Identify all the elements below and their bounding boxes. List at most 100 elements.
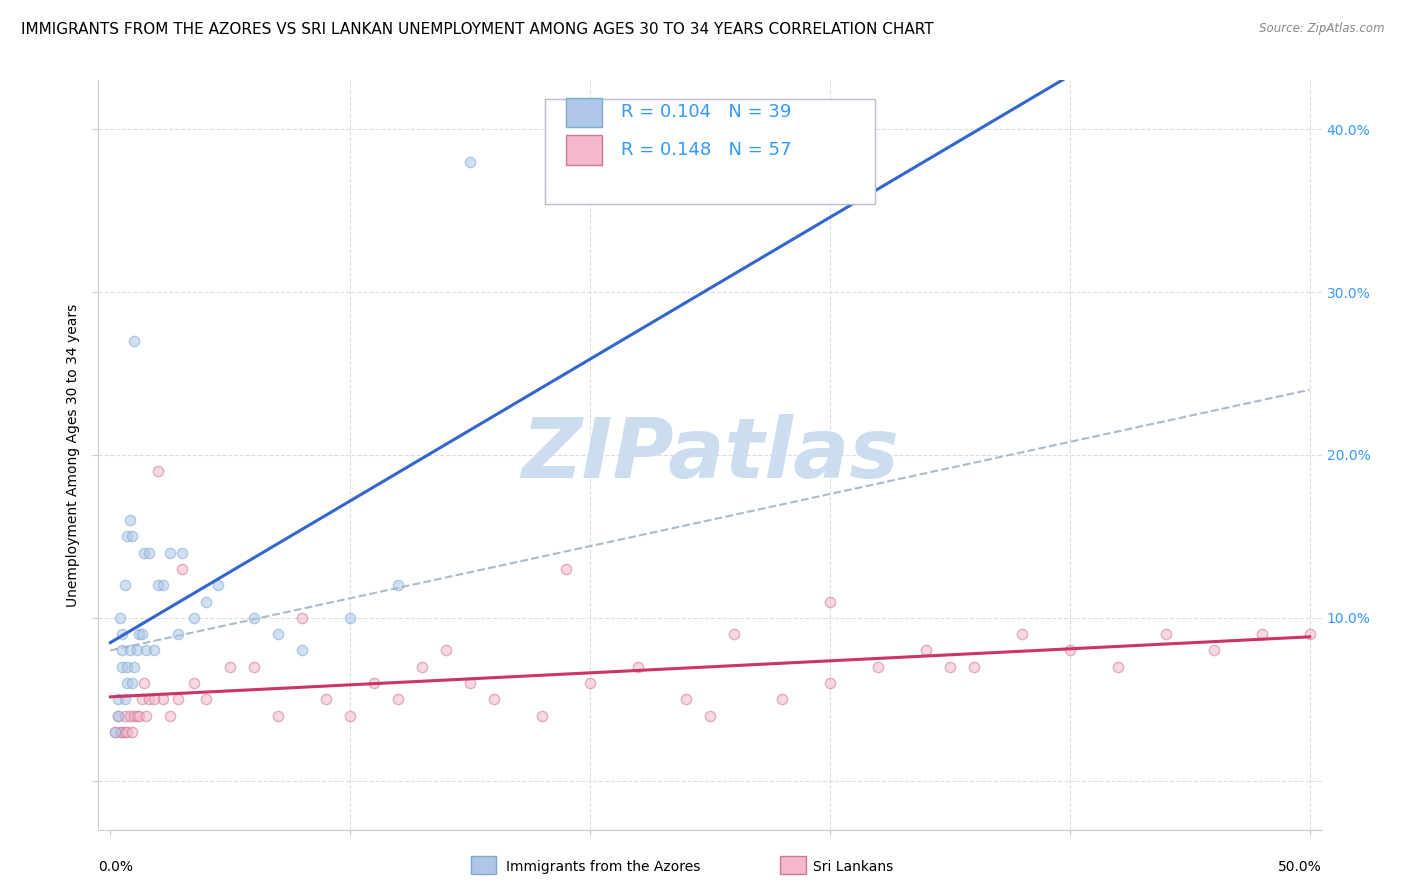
Point: [315, 692, 337, 706]
Point: [118, 643, 141, 657]
Point: [675, 692, 697, 706]
Point: [111, 627, 134, 641]
Point: [699, 708, 721, 723]
Point: [172, 546, 194, 560]
Point: [387, 692, 409, 706]
Text: IMMIGRANTS FROM THE AZORES VS SRI LANKAN UNEMPLOYMENT AMONG AGES 30 TO 34 YEARS : IMMIGRANTS FROM THE AZORES VS SRI LANKAN…: [21, 22, 934, 37]
Point: [531, 708, 554, 723]
Point: [458, 154, 481, 169]
Point: [172, 562, 194, 576]
Point: [107, 692, 129, 706]
Point: [183, 611, 205, 625]
Point: [1154, 627, 1177, 641]
Point: [152, 578, 174, 592]
Text: 0.0%: 0.0%: [98, 860, 134, 873]
Point: [555, 562, 578, 576]
Point: [108, 724, 131, 739]
Point: [627, 659, 650, 673]
Point: [963, 659, 986, 673]
Point: [434, 643, 457, 657]
Point: [107, 708, 129, 723]
Point: [183, 676, 205, 690]
Point: [124, 708, 146, 723]
Point: [131, 692, 153, 706]
Point: [142, 643, 165, 657]
Point: [219, 659, 242, 673]
Point: [291, 611, 314, 625]
Point: [152, 692, 174, 706]
Point: [124, 334, 146, 348]
Point: [458, 676, 481, 690]
Point: [148, 578, 170, 592]
Text: ZIPatlas: ZIPatlas: [522, 415, 898, 495]
Text: Source: ZipAtlas.com: Source: ZipAtlas.com: [1260, 22, 1385, 36]
Point: [339, 708, 361, 723]
Point: [207, 578, 229, 592]
Point: [1011, 627, 1033, 641]
Point: [121, 724, 143, 739]
Point: [128, 708, 150, 723]
Point: [118, 513, 141, 527]
Point: [267, 708, 290, 723]
Point: [1298, 627, 1320, 641]
Point: [915, 643, 938, 657]
Point: [114, 692, 136, 706]
FancyBboxPatch shape: [546, 99, 875, 204]
Point: [411, 659, 433, 673]
Point: [339, 611, 361, 625]
FancyBboxPatch shape: [565, 135, 602, 165]
Point: [114, 724, 136, 739]
Point: [1059, 643, 1081, 657]
Point: [121, 529, 143, 543]
Point: [115, 659, 138, 673]
Text: 50.0%: 50.0%: [1278, 860, 1322, 873]
Point: [125, 708, 148, 723]
Point: [363, 676, 385, 690]
Point: [114, 708, 136, 723]
Point: [159, 708, 181, 723]
Y-axis label: Unemployment Among Ages 30 to 34 years: Unemployment Among Ages 30 to 34 years: [66, 303, 80, 607]
Point: [243, 611, 266, 625]
Point: [111, 724, 134, 739]
Point: [107, 708, 129, 723]
Point: [195, 692, 218, 706]
Point: [132, 546, 155, 560]
Point: [770, 692, 793, 706]
Point: [723, 627, 745, 641]
Point: [128, 627, 150, 641]
Point: [1202, 643, 1225, 657]
Point: [866, 659, 889, 673]
Point: [482, 692, 505, 706]
Point: [243, 659, 266, 673]
Point: [138, 692, 160, 706]
Point: [1107, 659, 1129, 673]
Point: [291, 643, 314, 657]
Point: [111, 643, 134, 657]
Point: [166, 627, 188, 641]
Point: [115, 676, 138, 690]
Point: [115, 724, 138, 739]
Point: [111, 659, 134, 673]
Point: [108, 611, 131, 625]
Text: Sri Lankans: Sri Lankans: [813, 860, 893, 874]
Point: [579, 676, 602, 690]
Point: [115, 529, 138, 543]
Point: [135, 708, 157, 723]
Point: [121, 676, 143, 690]
Point: [148, 464, 170, 478]
Point: [132, 676, 155, 690]
Point: [104, 724, 127, 739]
Point: [939, 659, 962, 673]
Point: [1250, 627, 1272, 641]
Point: [166, 692, 188, 706]
Point: [159, 546, 181, 560]
Point: [118, 708, 141, 723]
Point: [818, 594, 841, 608]
Point: [195, 594, 218, 608]
Text: R = 0.104   N = 39: R = 0.104 N = 39: [620, 103, 792, 121]
Point: [267, 627, 290, 641]
Point: [387, 578, 409, 592]
Point: [124, 659, 146, 673]
Point: [142, 692, 165, 706]
Text: Immigrants from the Azores: Immigrants from the Azores: [506, 860, 700, 874]
